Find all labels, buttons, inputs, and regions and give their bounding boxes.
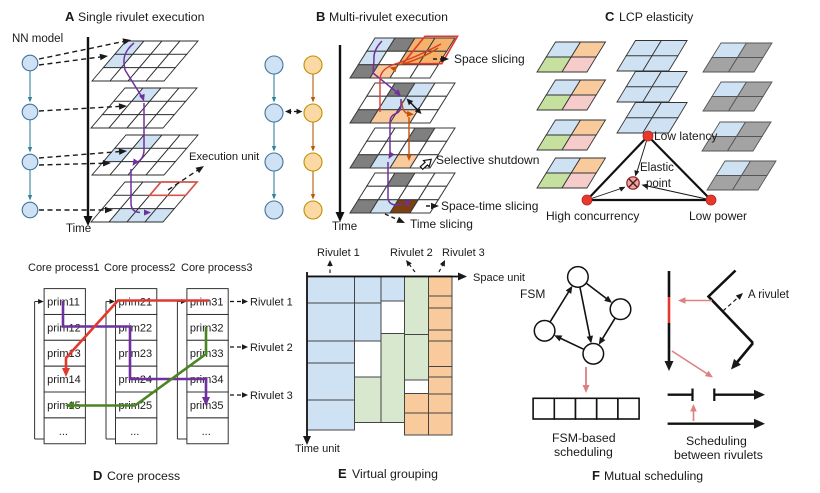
svg-text:Core process: Core process: [107, 469, 180, 483]
svg-text:...: ...: [202, 426, 211, 438]
svg-text:Space unit: Space unit: [473, 272, 525, 284]
svg-text:Space-time slicing: Space-time slicing: [441, 199, 538, 213]
svg-text:prim22: prim22: [119, 322, 153, 334]
svg-text:NN model: NN model: [12, 33, 63, 45]
svg-text:Low power: Low power: [689, 209, 747, 223]
svg-text:Core process1: Core process1: [28, 262, 100, 274]
svg-text:Core process2: Core process2: [104, 262, 176, 274]
svg-text:Time slicing: Time slicing: [410, 217, 473, 231]
svg-text:Selective shutdown: Selective shutdown: [436, 153, 539, 167]
svg-text:Rivulet 3: Rivulet 3: [250, 390, 293, 402]
svg-text:Rivulet 1: Rivulet 1: [250, 297, 293, 309]
svg-text:between rivulets: between rivulets: [674, 448, 763, 462]
svg-text:Time: Time: [66, 223, 91, 235]
svg-text:High concurrency: High concurrency: [546, 209, 639, 223]
svg-text:prim35: prim35: [190, 400, 224, 412]
svg-text:D: D: [93, 468, 102, 483]
svg-text:Mutual scheduling: Mutual scheduling: [604, 469, 703, 483]
svg-text:prim31: prim31: [190, 297, 224, 309]
svg-text:scheduling: scheduling: [554, 445, 613, 459]
svg-text:Space slicing: Space slicing: [454, 52, 525, 66]
svg-text:Elastic: Elastic: [640, 162, 674, 174]
svg-text:Multi-rivulet execution: Multi-rivulet execution: [329, 10, 448, 24]
svg-text:...: ...: [59, 426, 68, 438]
svg-text:C: C: [605, 9, 615, 24]
svg-text:Rivulet 3: Rivulet 3: [442, 247, 485, 259]
svg-text:prim14: prim14: [47, 374, 81, 386]
svg-text:A rivulet: A rivulet: [748, 289, 790, 301]
svg-text:prim23: prim23: [119, 348, 153, 360]
svg-text:Low latency: Low latency: [654, 129, 717, 143]
svg-text:A: A: [65, 9, 75, 24]
svg-text:Virtual grouping: Virtual grouping: [352, 467, 438, 481]
svg-text:FSM-based: FSM-based: [552, 431, 616, 445]
svg-text:Core process3: Core process3: [181, 262, 253, 274]
svg-text:B: B: [316, 9, 325, 24]
svg-text:Rivulet 2: Rivulet 2: [390, 247, 433, 259]
svg-text:FSM: FSM: [520, 287, 545, 301]
svg-text:prim21: prim21: [119, 297, 153, 309]
svg-text:E: E: [338, 466, 347, 481]
svg-text:...: ...: [130, 426, 139, 438]
svg-text:Rivulet 1: Rivulet 1: [317, 247, 360, 259]
svg-text:Execution unit: Execution unit: [189, 151, 260, 163]
svg-text:Time unit: Time unit: [295, 443, 340, 455]
svg-text:Rivulet 2: Rivulet 2: [250, 342, 293, 354]
svg-text:prim13: prim13: [47, 348, 81, 360]
svg-text:Scheduling: Scheduling: [686, 434, 747, 448]
svg-text:Time: Time: [332, 221, 357, 233]
svg-text:point: point: [646, 178, 672, 190]
svg-text:LCP elasticity: LCP elasticity: [619, 10, 694, 24]
svg-text:F: F: [592, 468, 600, 483]
svg-text:Single rivulet execution: Single rivulet execution: [78, 10, 205, 24]
